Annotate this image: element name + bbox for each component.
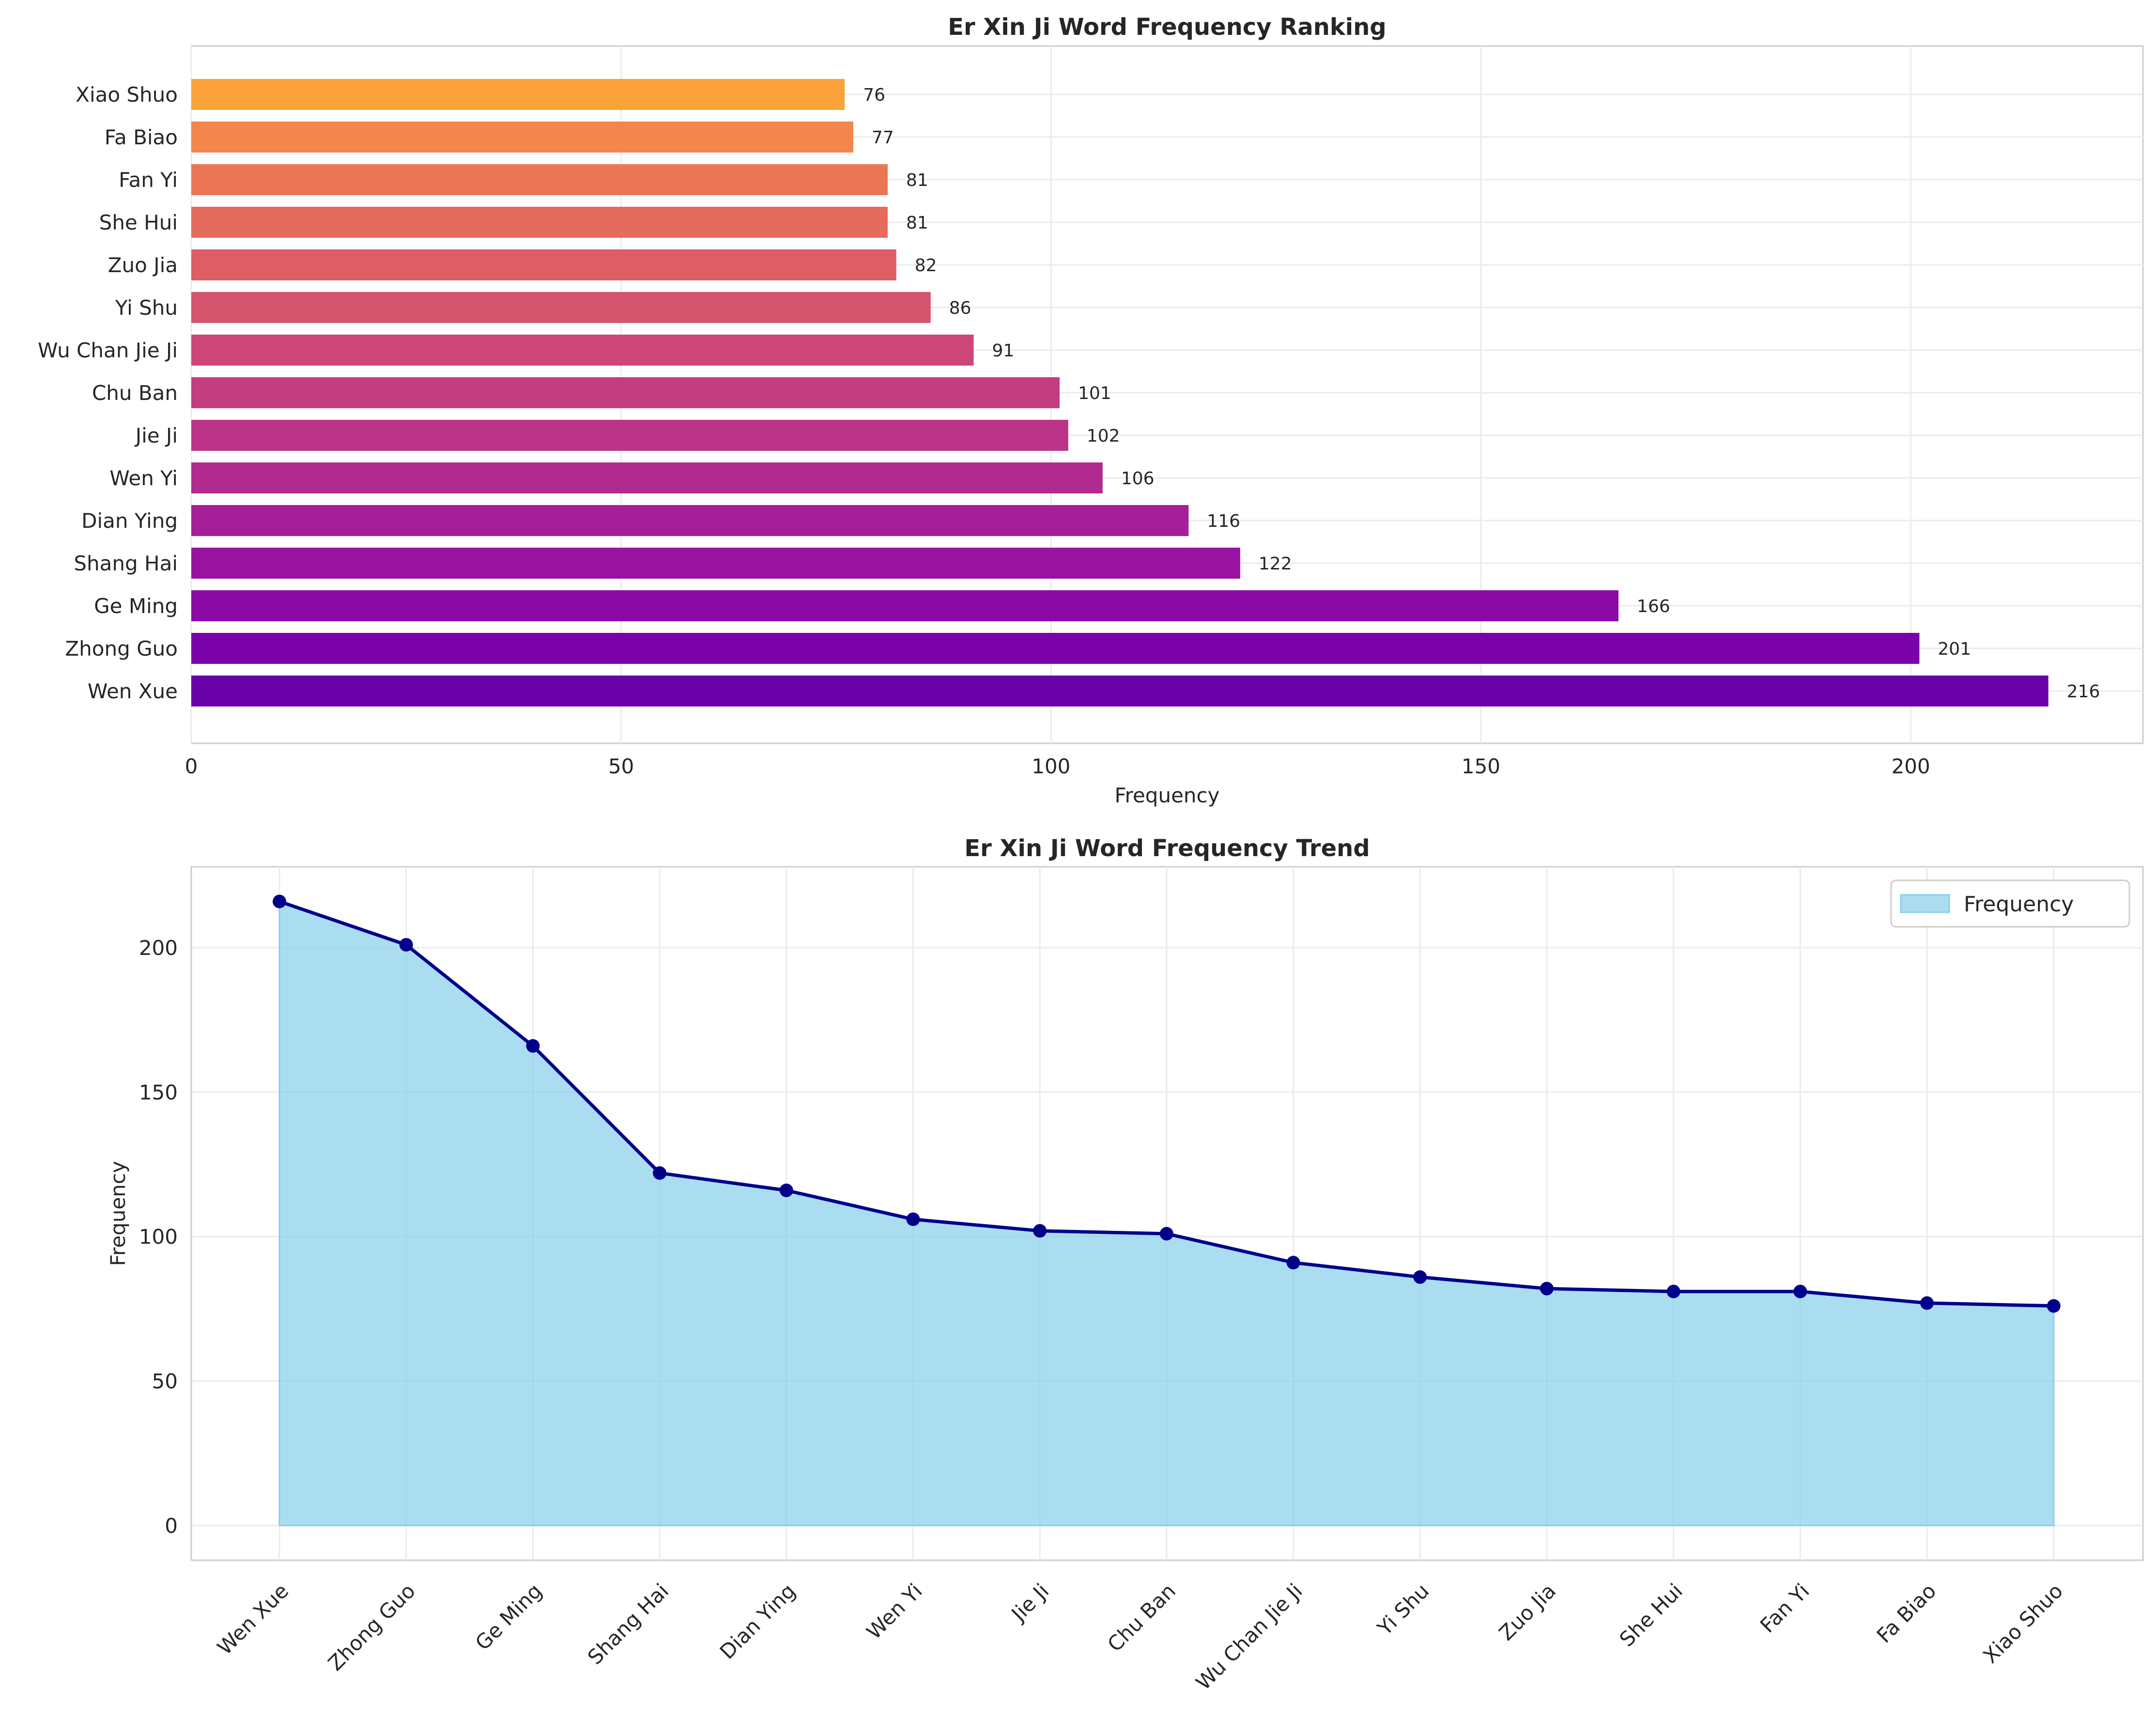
ranking-bar	[191, 633, 1919, 664]
ranking-y-tick-label: Yi Shu	[115, 296, 178, 320]
ranking-bar	[191, 207, 888, 238]
legend-label: Frequency	[1964, 892, 2074, 917]
trend-point	[2047, 1299, 2061, 1313]
trend-point	[1793, 1285, 1807, 1298]
ranking-y-tick-label: Dian Ying	[81, 509, 178, 533]
trend-point	[1540, 1282, 1554, 1295]
trend-point	[780, 1183, 793, 1197]
ranking-y-tick-label: Jie Ji	[134, 424, 178, 447]
trend-y-tick-label: 200	[139, 936, 178, 960]
trend-point	[1287, 1256, 1300, 1269]
ranking-value-label: 201	[1938, 639, 1971, 659]
ranking-y-tick-label: She Hui	[99, 211, 178, 234]
ranking-chart-title: Er Xin Ji Word Frequency Ranking	[948, 14, 1386, 41]
trend-y-tick-label: 100	[139, 1225, 178, 1249]
trend-point	[1160, 1227, 1173, 1241]
ranking-y-tick-label: Wu Chan Jie Ji	[38, 338, 178, 362]
ranking-value-label: 101	[1078, 384, 1111, 403]
ranking-value-label: 76	[863, 85, 885, 105]
ranking-y-tick-label: Wen Yi	[109, 466, 178, 490]
ranking-y-tick-label: Fa Biao	[105, 125, 178, 149]
ranking-y-tick-label: Fan Yi	[119, 168, 178, 192]
ranking-value-label: 81	[906, 213, 928, 233]
trend-point	[1413, 1270, 1427, 1284]
trend-y-tick-label: 0	[165, 1514, 178, 1537]
ranking-bar	[191, 505, 1188, 536]
ranking-value-label: 166	[1637, 597, 1670, 616]
ranking-value-label: 91	[992, 341, 1015, 361]
ranking-x-tick-label: 0	[185, 754, 198, 778]
ranking-bar	[191, 79, 845, 110]
trend-point	[1667, 1285, 1680, 1298]
ranking-bar	[191, 292, 931, 323]
ranking-x-tick-label: 50	[608, 754, 634, 778]
ranking-x-tick-label: 200	[1892, 754, 1930, 778]
trend-point	[653, 1166, 666, 1180]
ranking-bar	[191, 420, 1068, 451]
ranking-x-tick-label: 100	[1032, 754, 1070, 778]
trend-point	[273, 895, 286, 908]
ranking-y-tick-label: Zuo Jia	[108, 253, 178, 277]
ranking-value-label: 216	[2067, 682, 2100, 702]
ranking-y-tick-label: Shang Hai	[74, 552, 178, 575]
ranking-value-label: 82	[915, 256, 937, 276]
legend-swatch	[1901, 895, 1949, 912]
ranking-bar	[191, 249, 896, 280]
ranking-bar	[191, 335, 974, 366]
ranking-value-label: 86	[949, 298, 971, 318]
trend-y-axis-label: Frequency	[106, 1161, 130, 1266]
trend-point	[526, 1039, 539, 1053]
ranking-y-tick-label: Ge Ming	[94, 594, 178, 618]
ranking-bar	[191, 377, 1060, 408]
ranking-bar	[191, 122, 853, 153]
ranking-bar	[191, 676, 2048, 706]
trend-point	[400, 938, 413, 952]
ranking-y-tick-label: Xiao Shuo	[76, 83, 178, 107]
trend-legend: Frequency	[1891, 880, 2129, 927]
trend-point	[1033, 1224, 1047, 1238]
ranking-x-tick-label: 150	[1462, 754, 1500, 778]
ranking-bar	[191, 462, 1103, 493]
trend-point	[1920, 1296, 1934, 1310]
trend-y-tick-label: 50	[152, 1369, 178, 1393]
ranking-value-label: 122	[1259, 554, 1292, 574]
ranking-y-tick-label: Chu Ban	[92, 381, 178, 405]
trend-chart-title: Er Xin Ji Word Frequency Trend	[964, 835, 1370, 862]
ranking-bar	[191, 590, 1618, 621]
ranking-y-tick-label: Zhong Guo	[65, 637, 178, 660]
ranking-value-label: 102	[1087, 426, 1120, 446]
trend-point	[907, 1213, 920, 1226]
ranking-value-label: 106	[1121, 469, 1155, 489]
ranking-value-label: 81	[906, 170, 928, 190]
ranking-x-axis-label: Frequency	[1115, 783, 1220, 807]
ranking-bar-chart: Er Xin Ji Word Frequency Ranking Wen Xue…	[38, 14, 2143, 807]
ranking-y-tick-label: Wen Xue	[88, 679, 178, 703]
trend-y-tick-label: 150	[139, 1080, 178, 1104]
ranking-value-label: 77	[872, 128, 894, 148]
ranking-value-label: 116	[1207, 511, 1240, 531]
ranking-bar	[191, 548, 1240, 579]
ranking-bar	[191, 164, 888, 195]
